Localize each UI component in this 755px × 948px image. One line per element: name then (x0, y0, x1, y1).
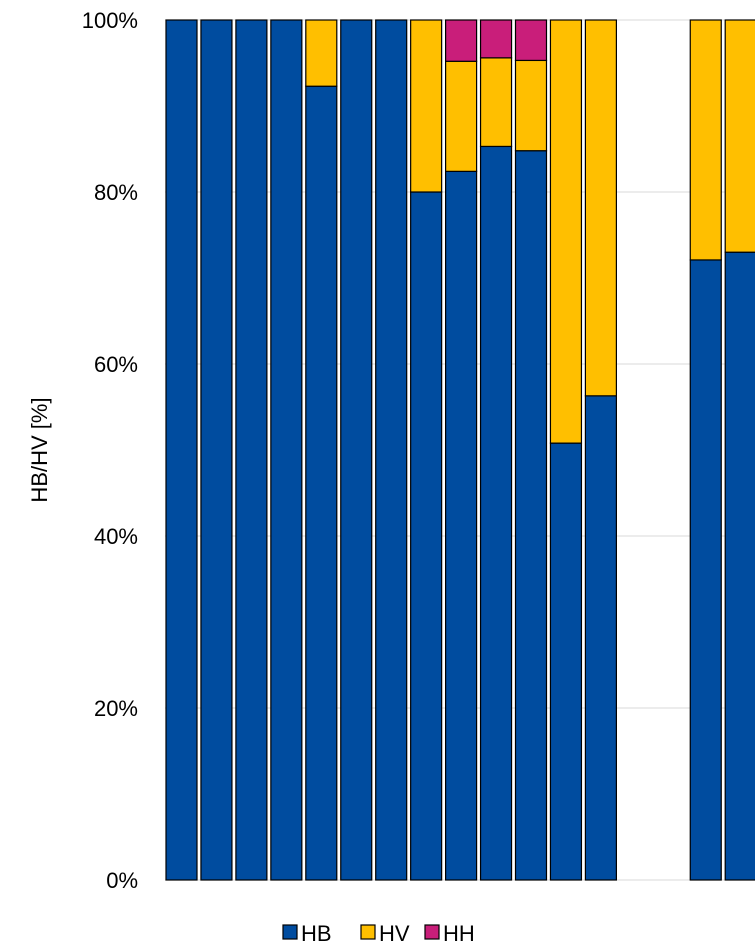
bar-hv-segment (514, 59, 548, 152)
bar-hb-segment (165, 19, 198, 881)
bar-hb-segment (724, 251, 755, 881)
legend: HB HV HH (282, 921, 475, 946)
y-tick-label: 100% (82, 8, 138, 33)
bar-hv-segment (479, 57, 513, 148)
bar-hv-segment (549, 19, 583, 444)
bar-hb-segment (340, 19, 373, 881)
bar-hv-segment (584, 19, 618, 397)
bar-hb-segment (514, 150, 548, 881)
y-tick-label: 60% (94, 352, 138, 377)
bar-hh-segment (445, 19, 478, 62)
legend-label-hv: HV (379, 921, 410, 946)
bar-hh-segment (479, 19, 513, 59)
bar-hb-segment (305, 85, 338, 881)
y-tick-label: 20% (94, 696, 138, 721)
bar-hb-segment (410, 191, 443, 881)
bar-hb-segment (549, 442, 583, 881)
bar-hv-segment (410, 19, 443, 193)
bar-hv-segment (689, 19, 722, 261)
bar-hv-segment (445, 60, 478, 172)
bar-hb-segment (445, 170, 478, 881)
bar-hb-segment (375, 19, 408, 881)
y-tick-label: 80% (94, 180, 138, 205)
bar-hb-segment (235, 19, 268, 881)
y-tick-labels: 0% 20% 40% 60% 80% 100% (82, 8, 138, 893)
bar-hb-segment (584, 395, 618, 881)
bar-hv-segment (724, 19, 755, 253)
legend-swatch-hh (424, 924, 440, 940)
bar-hb-segment (689, 259, 722, 881)
bar-hb-segment (479, 145, 513, 881)
legend-swatch-hv (360, 924, 376, 940)
legend-swatch-hb (282, 924, 298, 940)
bar-hb-segment (200, 19, 233, 881)
bars (165, 19, 755, 881)
y-tick-label: 40% (94, 524, 138, 549)
y-axis-label: HB/HV [%] (27, 397, 52, 502)
bar-hh-segment (514, 19, 548, 62)
bar-hv-segment (305, 19, 338, 87)
legend-label-hh: HH (443, 921, 475, 946)
bar-hb-segment (270, 19, 303, 881)
legend-label-hb: HB (301, 921, 332, 946)
y-tick-label: 0% (106, 868, 138, 893)
